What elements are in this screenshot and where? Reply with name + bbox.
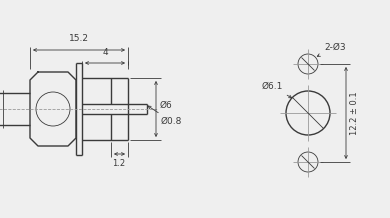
Text: 2-Ø3: 2-Ø3 xyxy=(317,43,346,56)
Text: Ø6: Ø6 xyxy=(160,100,173,109)
Text: Ø6.1: Ø6.1 xyxy=(262,82,292,98)
Text: 15.2: 15.2 xyxy=(69,34,89,43)
Text: 12.2 ± 0.1: 12.2 ± 0.1 xyxy=(350,91,359,135)
Text: 4: 4 xyxy=(102,48,108,57)
Text: 1.2: 1.2 xyxy=(112,159,126,168)
Text: Ø0.8: Ø0.8 xyxy=(148,106,183,126)
